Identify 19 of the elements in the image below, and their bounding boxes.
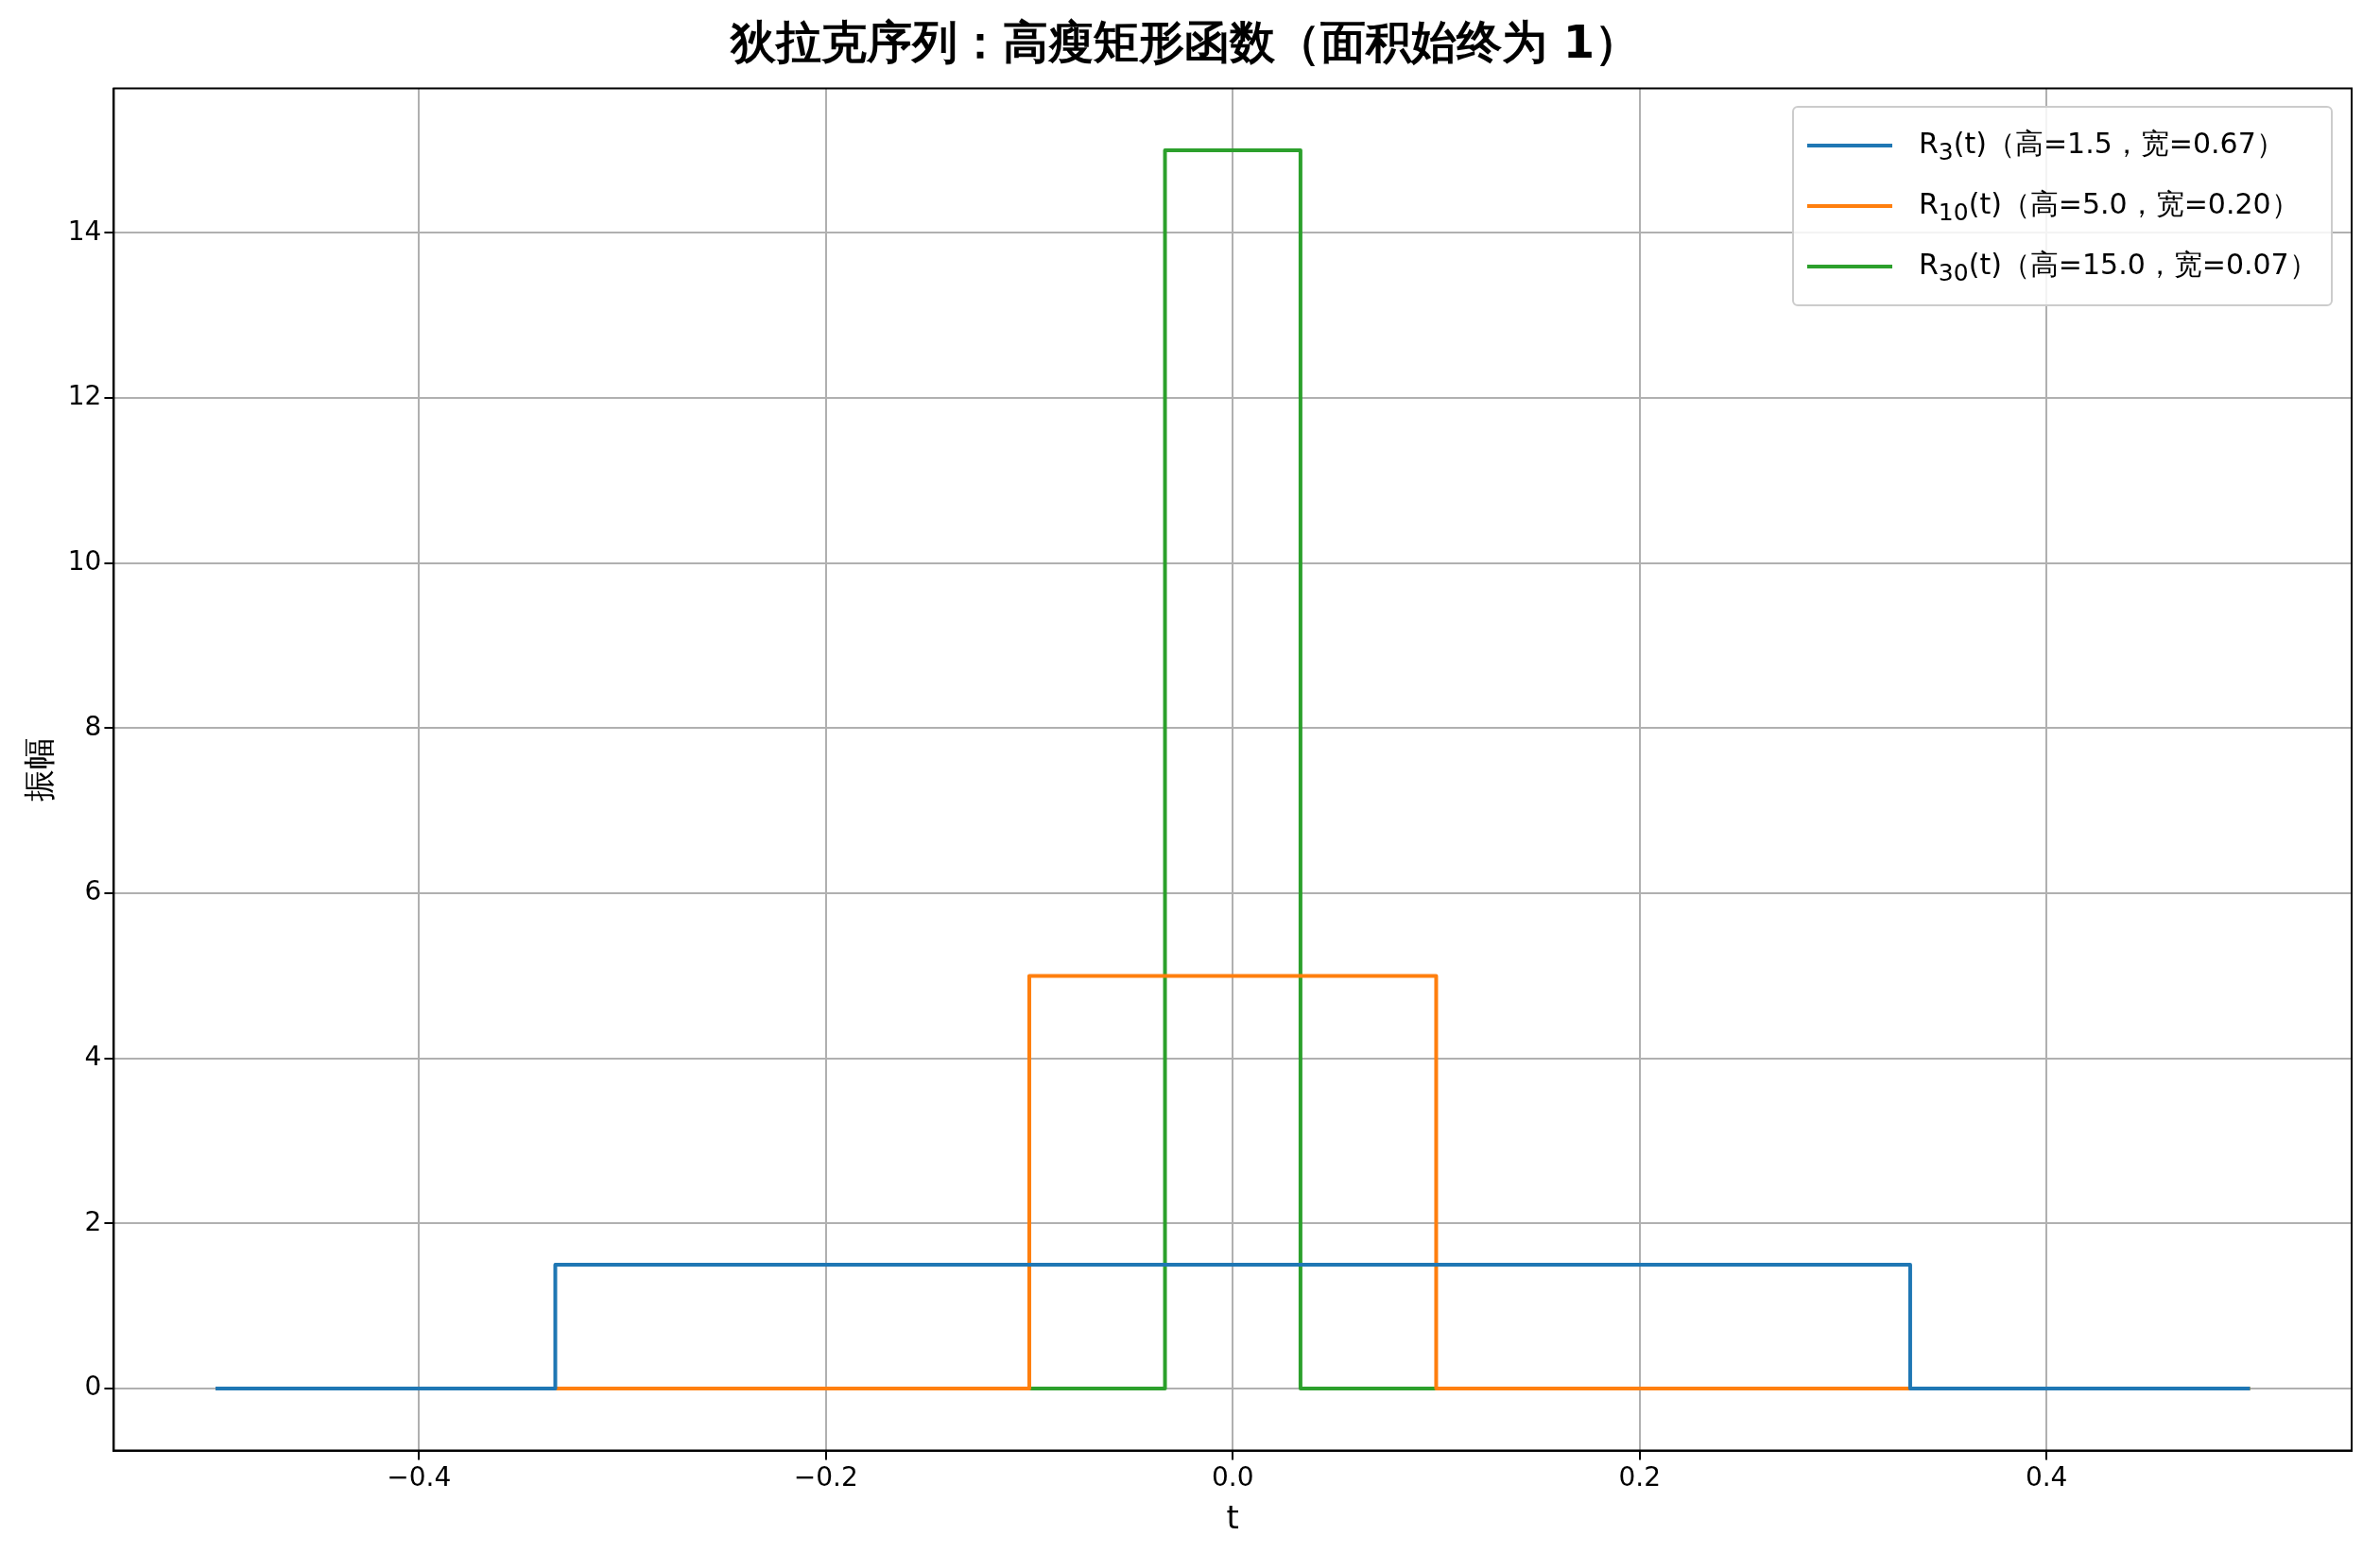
y-axis-title: 振幅 xyxy=(20,737,59,802)
x-tick-label: 0.2 xyxy=(1618,1460,1661,1493)
x-tick-label: 0.0 xyxy=(1211,1460,1254,1493)
y-tick-label: 6 xyxy=(84,875,102,907)
chart-title: 狄拉克序列：高瘦矩形函数（面积始终为 1） xyxy=(728,15,1641,69)
y-tick-label: 8 xyxy=(84,710,102,742)
legend-label: R$_{3}$(t)（高=1.5，宽=0.67） xyxy=(1919,126,2285,166)
y-tick-label: 2 xyxy=(84,1205,102,1237)
y-tick-label: 12 xyxy=(67,380,102,412)
y-tick-label: 14 xyxy=(67,215,102,247)
y-tick-label: 4 xyxy=(84,1041,102,1073)
legend-label: R$_{30}$(t)（高=15.0，宽=0.07） xyxy=(1919,247,2318,287)
x-tick-label: 0.4 xyxy=(2025,1460,2068,1493)
y-tick-label: 0 xyxy=(84,1371,102,1403)
x-tick-label: −0.2 xyxy=(793,1460,858,1493)
x-tick-label: −0.4 xyxy=(387,1460,452,1493)
y-tick-label: 10 xyxy=(67,545,102,578)
legend-label: R$_{10}$(t)（高=5.0，宽=0.20） xyxy=(1919,186,2300,227)
x-axis-title: t xyxy=(1226,1498,1239,1537)
